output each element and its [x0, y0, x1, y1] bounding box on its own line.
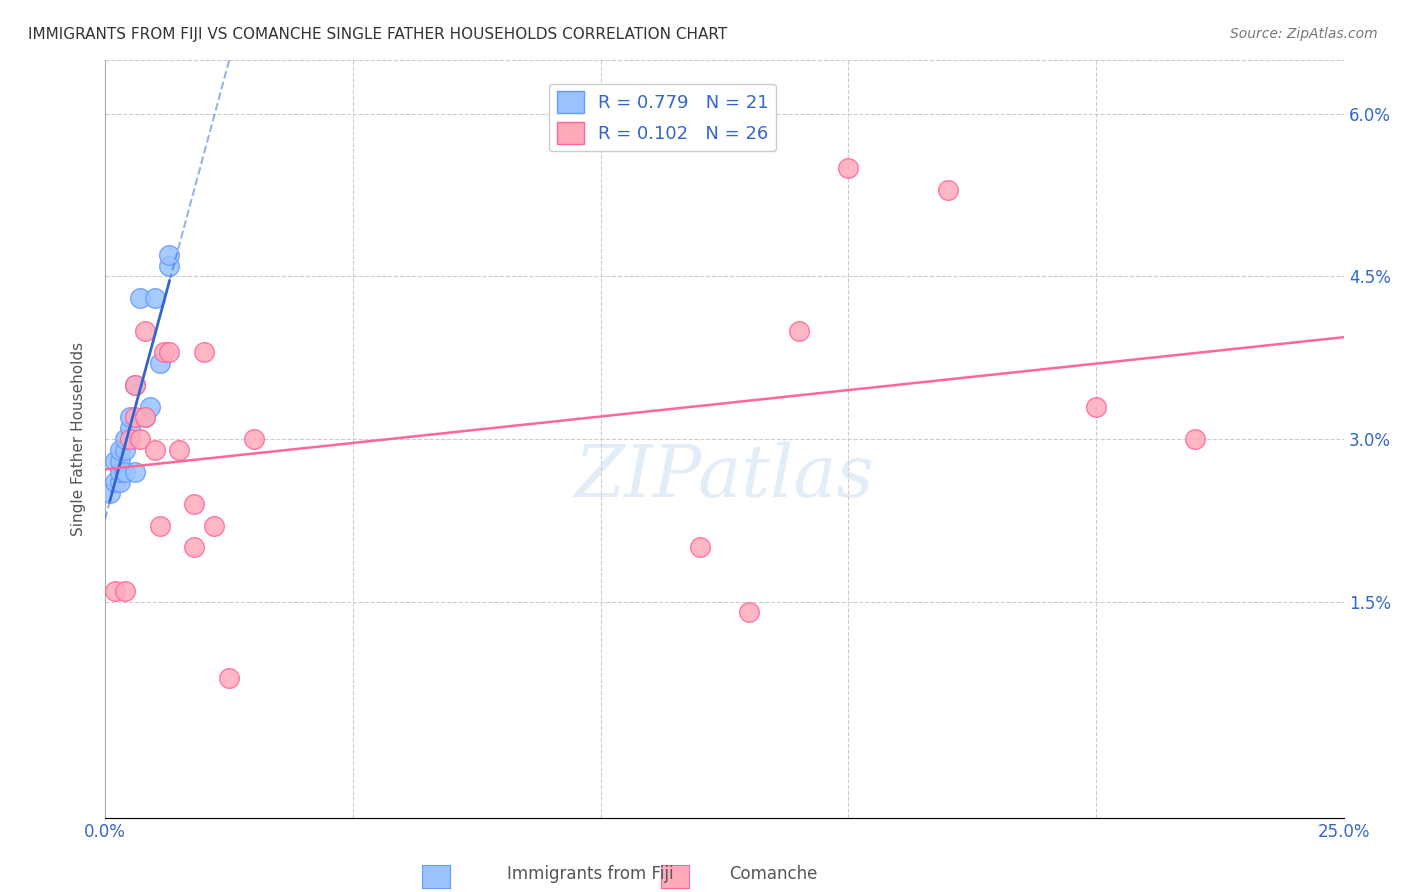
Point: [148, 518, 170, 533]
Point: [108, 442, 131, 457]
Point: [169, 442, 191, 457]
Point: [104, 453, 127, 467]
Legend: R = 0.779   N = 21, R = 0.102   N = 26: R = 0.779 N = 21, R = 0.102 N = 26: [550, 84, 776, 152]
Point: [104, 583, 127, 598]
Point: [242, 432, 264, 446]
Point: [159, 259, 181, 273]
Point: [738, 606, 761, 620]
Point: [143, 442, 166, 457]
Point: [98, 486, 121, 500]
Point: [134, 410, 156, 425]
Point: [114, 432, 136, 446]
Point: [124, 465, 146, 479]
Text: IMMIGRANTS FROM FIJI VS COMANCHE SINGLE FATHER HOUSEHOLDS CORRELATION CHART: IMMIGRANTS FROM FIJI VS COMANCHE SINGLE …: [28, 27, 727, 42]
Point: [143, 291, 166, 305]
Point: [134, 324, 156, 338]
Text: ZIPatlas: ZIPatlas: [575, 442, 875, 512]
Point: [183, 541, 205, 555]
Point: [153, 345, 176, 359]
Point: [124, 377, 146, 392]
Point: [138, 400, 160, 414]
Point: [124, 410, 146, 425]
Point: [1184, 432, 1206, 446]
Point: [114, 583, 136, 598]
Point: [159, 345, 181, 359]
Point: [128, 291, 150, 305]
Point: [104, 475, 127, 490]
Point: [108, 453, 131, 467]
Text: Comanche: Comanche: [730, 865, 817, 883]
Point: [193, 345, 215, 359]
Point: [134, 410, 156, 425]
Point: [159, 248, 181, 262]
Point: [787, 324, 810, 338]
Point: [108, 475, 131, 490]
Point: [118, 421, 141, 435]
Point: [114, 465, 136, 479]
Point: [689, 541, 711, 555]
Point: [118, 410, 141, 425]
Point: [837, 161, 859, 175]
Point: [202, 518, 225, 533]
Point: [124, 377, 146, 392]
Point: [183, 497, 205, 511]
Point: [936, 183, 959, 197]
Y-axis label: Single Father Households: Single Father Households: [72, 342, 86, 536]
Text: Immigrants from Fiji: Immigrants from Fiji: [508, 865, 673, 883]
Point: [114, 442, 136, 457]
Point: [108, 465, 131, 479]
Point: [218, 671, 240, 685]
Point: [1085, 400, 1108, 414]
Point: [148, 356, 170, 370]
Text: Source: ZipAtlas.com: Source: ZipAtlas.com: [1230, 27, 1378, 41]
Point: [128, 432, 150, 446]
Point: [118, 432, 141, 446]
